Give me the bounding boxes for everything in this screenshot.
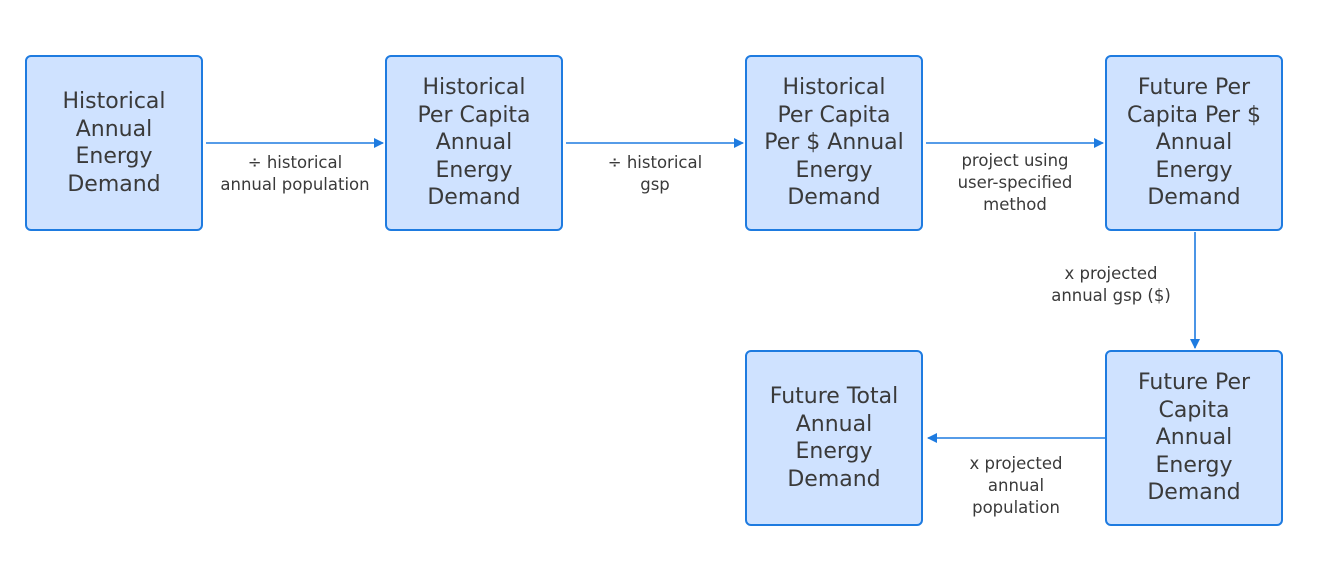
node-label: Historical Per Capita Annual Energy Dema…: [417, 75, 531, 211]
node-historical-annual-energy-demand: Historical Annual Energy Demand: [25, 55, 203, 231]
edge-label-multiply-population: x projected annual population: [969, 454, 1063, 517]
node-label: Historical Annual Energy Demand: [62, 89, 166, 197]
node-label: Historical Per Capita Per $ Annual Energ…: [764, 75, 904, 211]
node-future-per-capita-annual-energy-demand: Future Per Capita Annual Energy Demand: [1105, 350, 1283, 526]
node-historical-per-capita-per-dollar-demand: Historical Per Capita Per $ Annual Energ…: [745, 55, 923, 231]
node-label: Future Per Capita Annual Energy Demand: [1137, 370, 1251, 506]
node-future-total-annual-energy-demand: Future Total Annual Energy Demand: [745, 350, 923, 526]
node-future-per-capita-per-dollar-demand: Future Per Capita Per $ Annual Energy De…: [1105, 55, 1283, 231]
edge-label-divide-gsp: ÷ historical gsp: [607, 153, 703, 194]
edge-label-multiply-gsp: x projected annual gsp ($): [1051, 264, 1171, 305]
edge-label-project-method: project using user-specified method: [957, 151, 1073, 214]
node-label: Future Per Capita Per $ Annual Energy De…: [1126, 75, 1262, 211]
node-historical-per-capita-annual-energy-demand: Historical Per Capita Annual Energy Dema…: [385, 55, 563, 231]
edge-label-divide-population: ÷ historical annual population: [220, 153, 370, 194]
node-label: Future Total Annual Energy Demand: [769, 384, 899, 492]
